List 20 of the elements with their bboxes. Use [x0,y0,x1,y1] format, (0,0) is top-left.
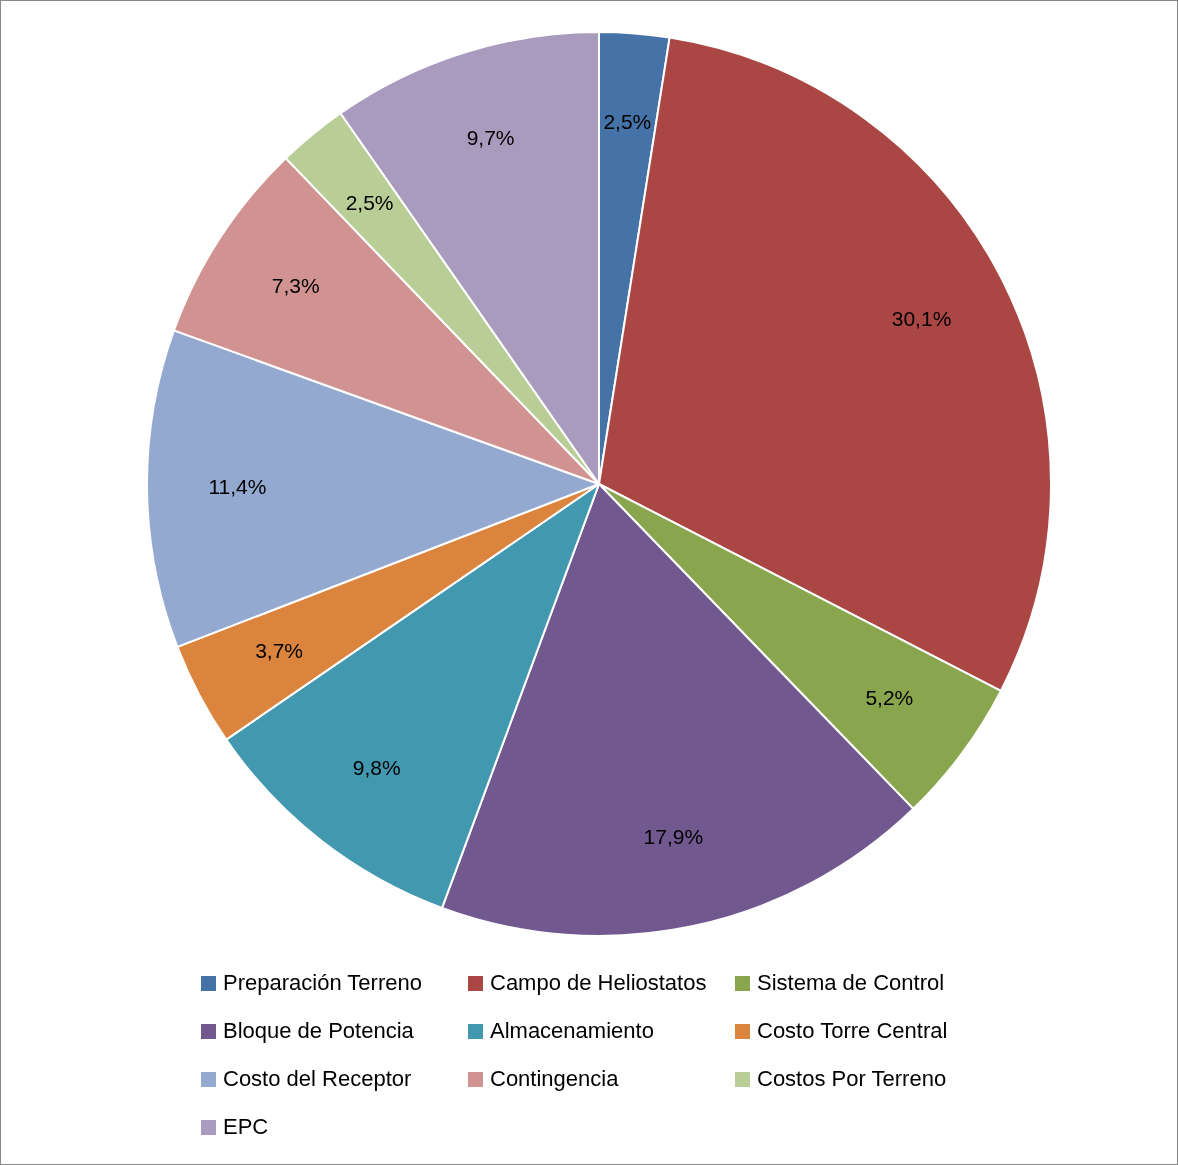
legend-label: Contingencia [490,1065,619,1093]
data-label: 17,9% [643,824,704,848]
data-label: 11,4% [208,474,267,498]
legend-label: Costos Por Terreno [757,1065,947,1093]
data-label: 3,7% [255,639,304,663]
data-label: 30,1% [891,307,952,331]
legend-label: Preparación Terreno [223,969,422,997]
data-label: 2,5% [345,191,394,215]
legend-label: Sistema de Control [757,969,945,997]
legend-label: EPC [223,1113,269,1141]
legend-label: Bloque de Potencia [223,1017,414,1045]
legend-label: Costo Torre Central [757,1017,948,1045]
data-label: 9,8% [352,755,401,779]
legend-label: Almacenamiento [490,1017,654,1045]
data-label: 2,5% [603,110,652,134]
legend-label: Campo de Heliostatos [490,969,707,997]
data-label: 9,7% [466,125,515,149]
data-label: 7,3% [271,273,320,297]
legend-label: Costo del Receptor [223,1065,412,1093]
data-label: 5,2% [865,686,914,710]
